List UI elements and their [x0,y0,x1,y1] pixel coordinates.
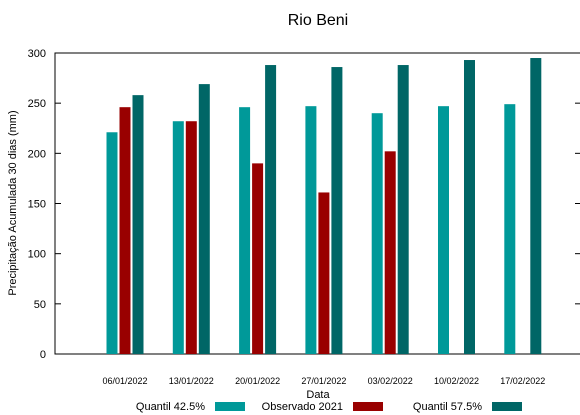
bar [371,113,383,354]
legend-label: Quantil 57.5% [413,401,482,413]
bar [172,121,184,354]
bar [318,192,330,354]
bar [106,132,118,354]
bar [239,107,251,355]
bar [252,163,264,354]
bar [119,107,131,355]
y-tick-label: 50 [34,299,46,311]
y-axis: 0 50 100 150 200 250 300 [28,48,580,361]
x-tick-label: 20/01/2022 [235,376,280,386]
y-tick-label: 0 [40,349,46,361]
bar [198,84,210,354]
bar [384,151,396,354]
x-tick-label: 10/02/2022 [434,376,479,386]
bar [530,58,542,355]
x-tick-label: 13/01/2022 [169,376,214,386]
x-tick-label: 03/02/2022 [368,376,413,386]
legend-label: Observado 2021 [262,401,343,413]
legend-swatch [215,402,245,411]
x-tick-label: 06/01/2022 [102,376,147,386]
x-axis: 06/01/2022 13/01/2022 20/01/2022 27/01/2022… [102,376,545,386]
bar [464,60,475,354]
bar [265,65,277,354]
bar [331,67,343,355]
legend: Quantil 42.5% Observado 2021 Quantil 57.5% [136,401,522,413]
bar [185,121,197,354]
x-tick-label: 17/02/2022 [500,376,545,386]
y-tick-label: 150 [28,199,46,211]
legend-label: Quantil 42.5% [136,401,205,413]
y-axis-title: Precipitação Acumulada 30 dias (mm) [7,110,19,295]
x-axis-title: Data [306,389,330,401]
bar [305,106,317,354]
y-tick-label: 100 [28,249,46,261]
bar [504,104,516,354]
bar [438,106,449,354]
bar [132,95,144,354]
chart-title: Rio Beni [288,12,348,29]
bar-group [106,58,542,355]
legend-swatch [492,402,522,411]
y-tick-label: 300 [28,48,46,60]
bar [397,65,409,354]
x-tick-label: 27/01/2022 [301,376,346,386]
y-tick-label: 250 [28,98,46,110]
legend-swatch [353,402,383,411]
y-tick-label: 200 [28,148,46,160]
